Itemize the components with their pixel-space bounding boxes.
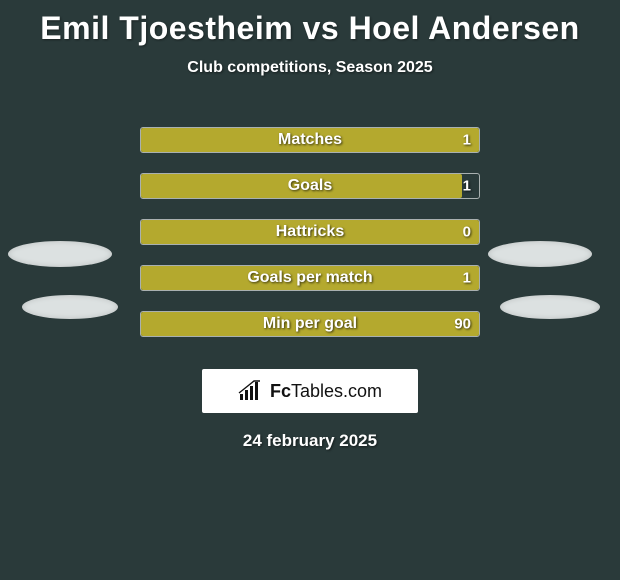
stat-bar-goals-per-match: Goals per match 1	[140, 265, 480, 291]
date-text: 24 february 2025	[0, 431, 620, 451]
stat-bar-min-per-goal: Min per goal 90	[140, 311, 480, 337]
bar-fill	[141, 312, 479, 336]
bar-fill	[141, 174, 462, 198]
bar-fill	[141, 128, 479, 152]
fctables-logo: FcTables.com	[202, 369, 418, 413]
stat-row: Goals 1	[10, 163, 610, 209]
infographic-container: Emil Tjoestheim vs Hoel Andersen Club co…	[0, 0, 620, 580]
stat-bar-goals: Goals 1	[140, 173, 480, 199]
stat-value: 1	[463, 178, 471, 195]
stats-area: Matches 1 Goals 1 Hattricks 0 Goals per …	[0, 117, 620, 347]
stat-row: Goals per match 1	[10, 255, 610, 301]
stat-row: Min per goal 90	[10, 301, 610, 347]
stat-row: Hattricks 0	[10, 209, 610, 255]
stat-row: Matches 1	[10, 117, 610, 163]
bar-fill	[141, 220, 479, 244]
subtitle: Club competitions, Season 2025	[0, 59, 620, 77]
stat-bar-hattricks: Hattricks 0	[140, 219, 480, 245]
logo-text-light: Tables	[291, 381, 343, 401]
page-title: Emil Tjoestheim vs Hoel Andersen	[0, 8, 620, 53]
stat-bar-matches: Matches 1	[140, 127, 480, 153]
bar-chart-icon	[238, 380, 264, 402]
logo-text-suffix: .com	[343, 381, 382, 401]
logo-text-bold: Fc	[270, 381, 291, 401]
logo-text: FcTables.com	[270, 381, 382, 402]
bar-fill	[141, 266, 479, 290]
